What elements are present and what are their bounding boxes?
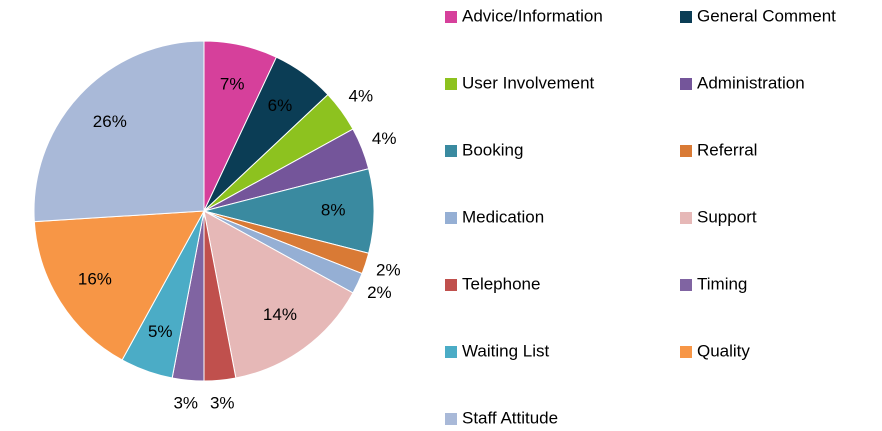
data-label: 2%	[376, 260, 401, 279]
legend-label: Support	[697, 207, 757, 226]
legend-swatch	[445, 11, 457, 23]
data-label: 2%	[367, 283, 392, 302]
pie-slice	[33, 210, 205, 361]
pie-slice	[203, 210, 354, 379]
data-label: 6%	[268, 96, 293, 115]
legend-label: User Involvement	[462, 73, 595, 92]
data-label: 8%	[321, 200, 346, 219]
legend-label: General Comment	[697, 6, 836, 25]
legend-label: Telephone	[462, 274, 540, 293]
data-label: 4%	[372, 129, 397, 148]
data-label: 16%	[78, 270, 112, 289]
legend-swatch	[680, 11, 692, 23]
legend-swatch	[445, 145, 457, 157]
data-label: 4%	[348, 87, 373, 106]
legend-label: Advice/Information	[462, 6, 603, 25]
legend-label: Waiting List	[462, 341, 550, 360]
legend-swatch	[445, 212, 457, 224]
legend-label: Booking	[462, 140, 523, 159]
legend-swatch	[445, 279, 457, 291]
legend-swatch	[445, 413, 457, 425]
legend-label: Referral	[697, 140, 757, 159]
legend-label: Quality	[697, 341, 750, 360]
data-label: 3%	[210, 393, 235, 412]
legend-swatch	[680, 145, 692, 157]
legend-label: Administration	[697, 73, 805, 92]
legend-swatch	[445, 78, 457, 90]
legend-swatch	[680, 212, 692, 224]
data-label: 7%	[220, 74, 245, 93]
legend-label: Staff Attitude	[462, 408, 558, 427]
legend-label: Timing	[697, 274, 747, 293]
legend-label: Medication	[462, 207, 544, 226]
legend-swatch	[445, 346, 457, 358]
data-label: 14%	[263, 305, 297, 324]
legend-swatch	[680, 346, 692, 358]
legend-swatch	[680, 279, 692, 291]
legend-swatch	[680, 78, 692, 90]
data-label: 26%	[93, 112, 127, 131]
data-label: 5%	[148, 322, 173, 341]
data-label: 3%	[173, 393, 198, 412]
pie-slice	[33, 40, 205, 223]
